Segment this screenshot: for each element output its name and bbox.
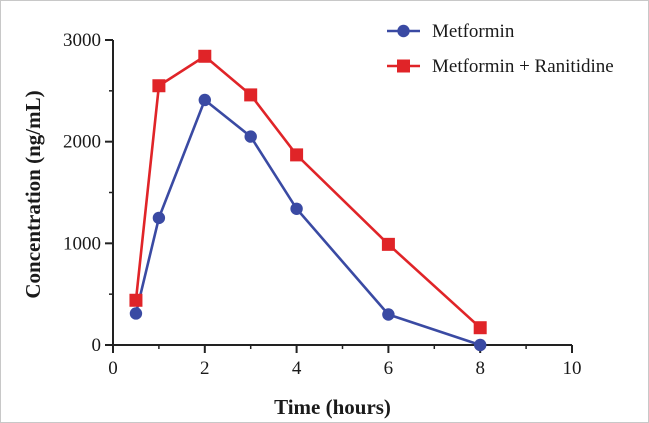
legend-marker (397, 24, 410, 38)
data-point (198, 93, 211, 107)
data-point (244, 130, 257, 143)
data-point (381, 237, 395, 251)
data-point (290, 202, 303, 215)
legend-label: Metformin + Ranitidine (432, 56, 614, 77)
y-tick-label: 3000 (63, 30, 101, 51)
x-tick-label: 6 (384, 358, 394, 379)
data-point (474, 338, 487, 352)
series-line (134, 97, 481, 347)
x-tick-label: 2 (200, 358, 210, 379)
series-1 (129, 93, 487, 352)
x-tick-label: 10 (563, 358, 582, 379)
data-point (473, 321, 487, 335)
data-point (152, 79, 166, 93)
data-point (129, 293, 143, 307)
data-point (198, 49, 212, 63)
y-tick-label: 1000 (63, 233, 101, 254)
series-layer (129, 49, 487, 352)
x-axis-title: Time (hours) (274, 395, 391, 419)
data-point (152, 211, 166, 225)
data-point (290, 148, 304, 162)
data-point (244, 88, 258, 102)
legend-entry: Metformin + Ranitidine (387, 56, 614, 77)
legend-label: Metformin (432, 21, 515, 42)
series-2 (129, 49, 487, 335)
tick-labels: 0 1000 2000 3000 0 2 4 6 8 10 (63, 30, 582, 379)
x-tick-label: 8 (475, 358, 485, 379)
x-tick-label: 0 (108, 358, 118, 379)
data-point (129, 307, 143, 320)
y-tick-label: 2000 (63, 132, 101, 153)
y-axis-title: Concentration (ng/mL) (21, 90, 45, 298)
legend-marker (397, 59, 410, 73)
data-point (382, 308, 395, 321)
x-tick-label: 4 (292, 358, 302, 379)
legend-entry: Metformin (387, 21, 515, 42)
y-tick-label: 0 (92, 335, 102, 356)
series-line (134, 54, 482, 329)
axes (105, 39, 573, 353)
legend: Metformin Metformin + Ranitidine (387, 21, 614, 77)
